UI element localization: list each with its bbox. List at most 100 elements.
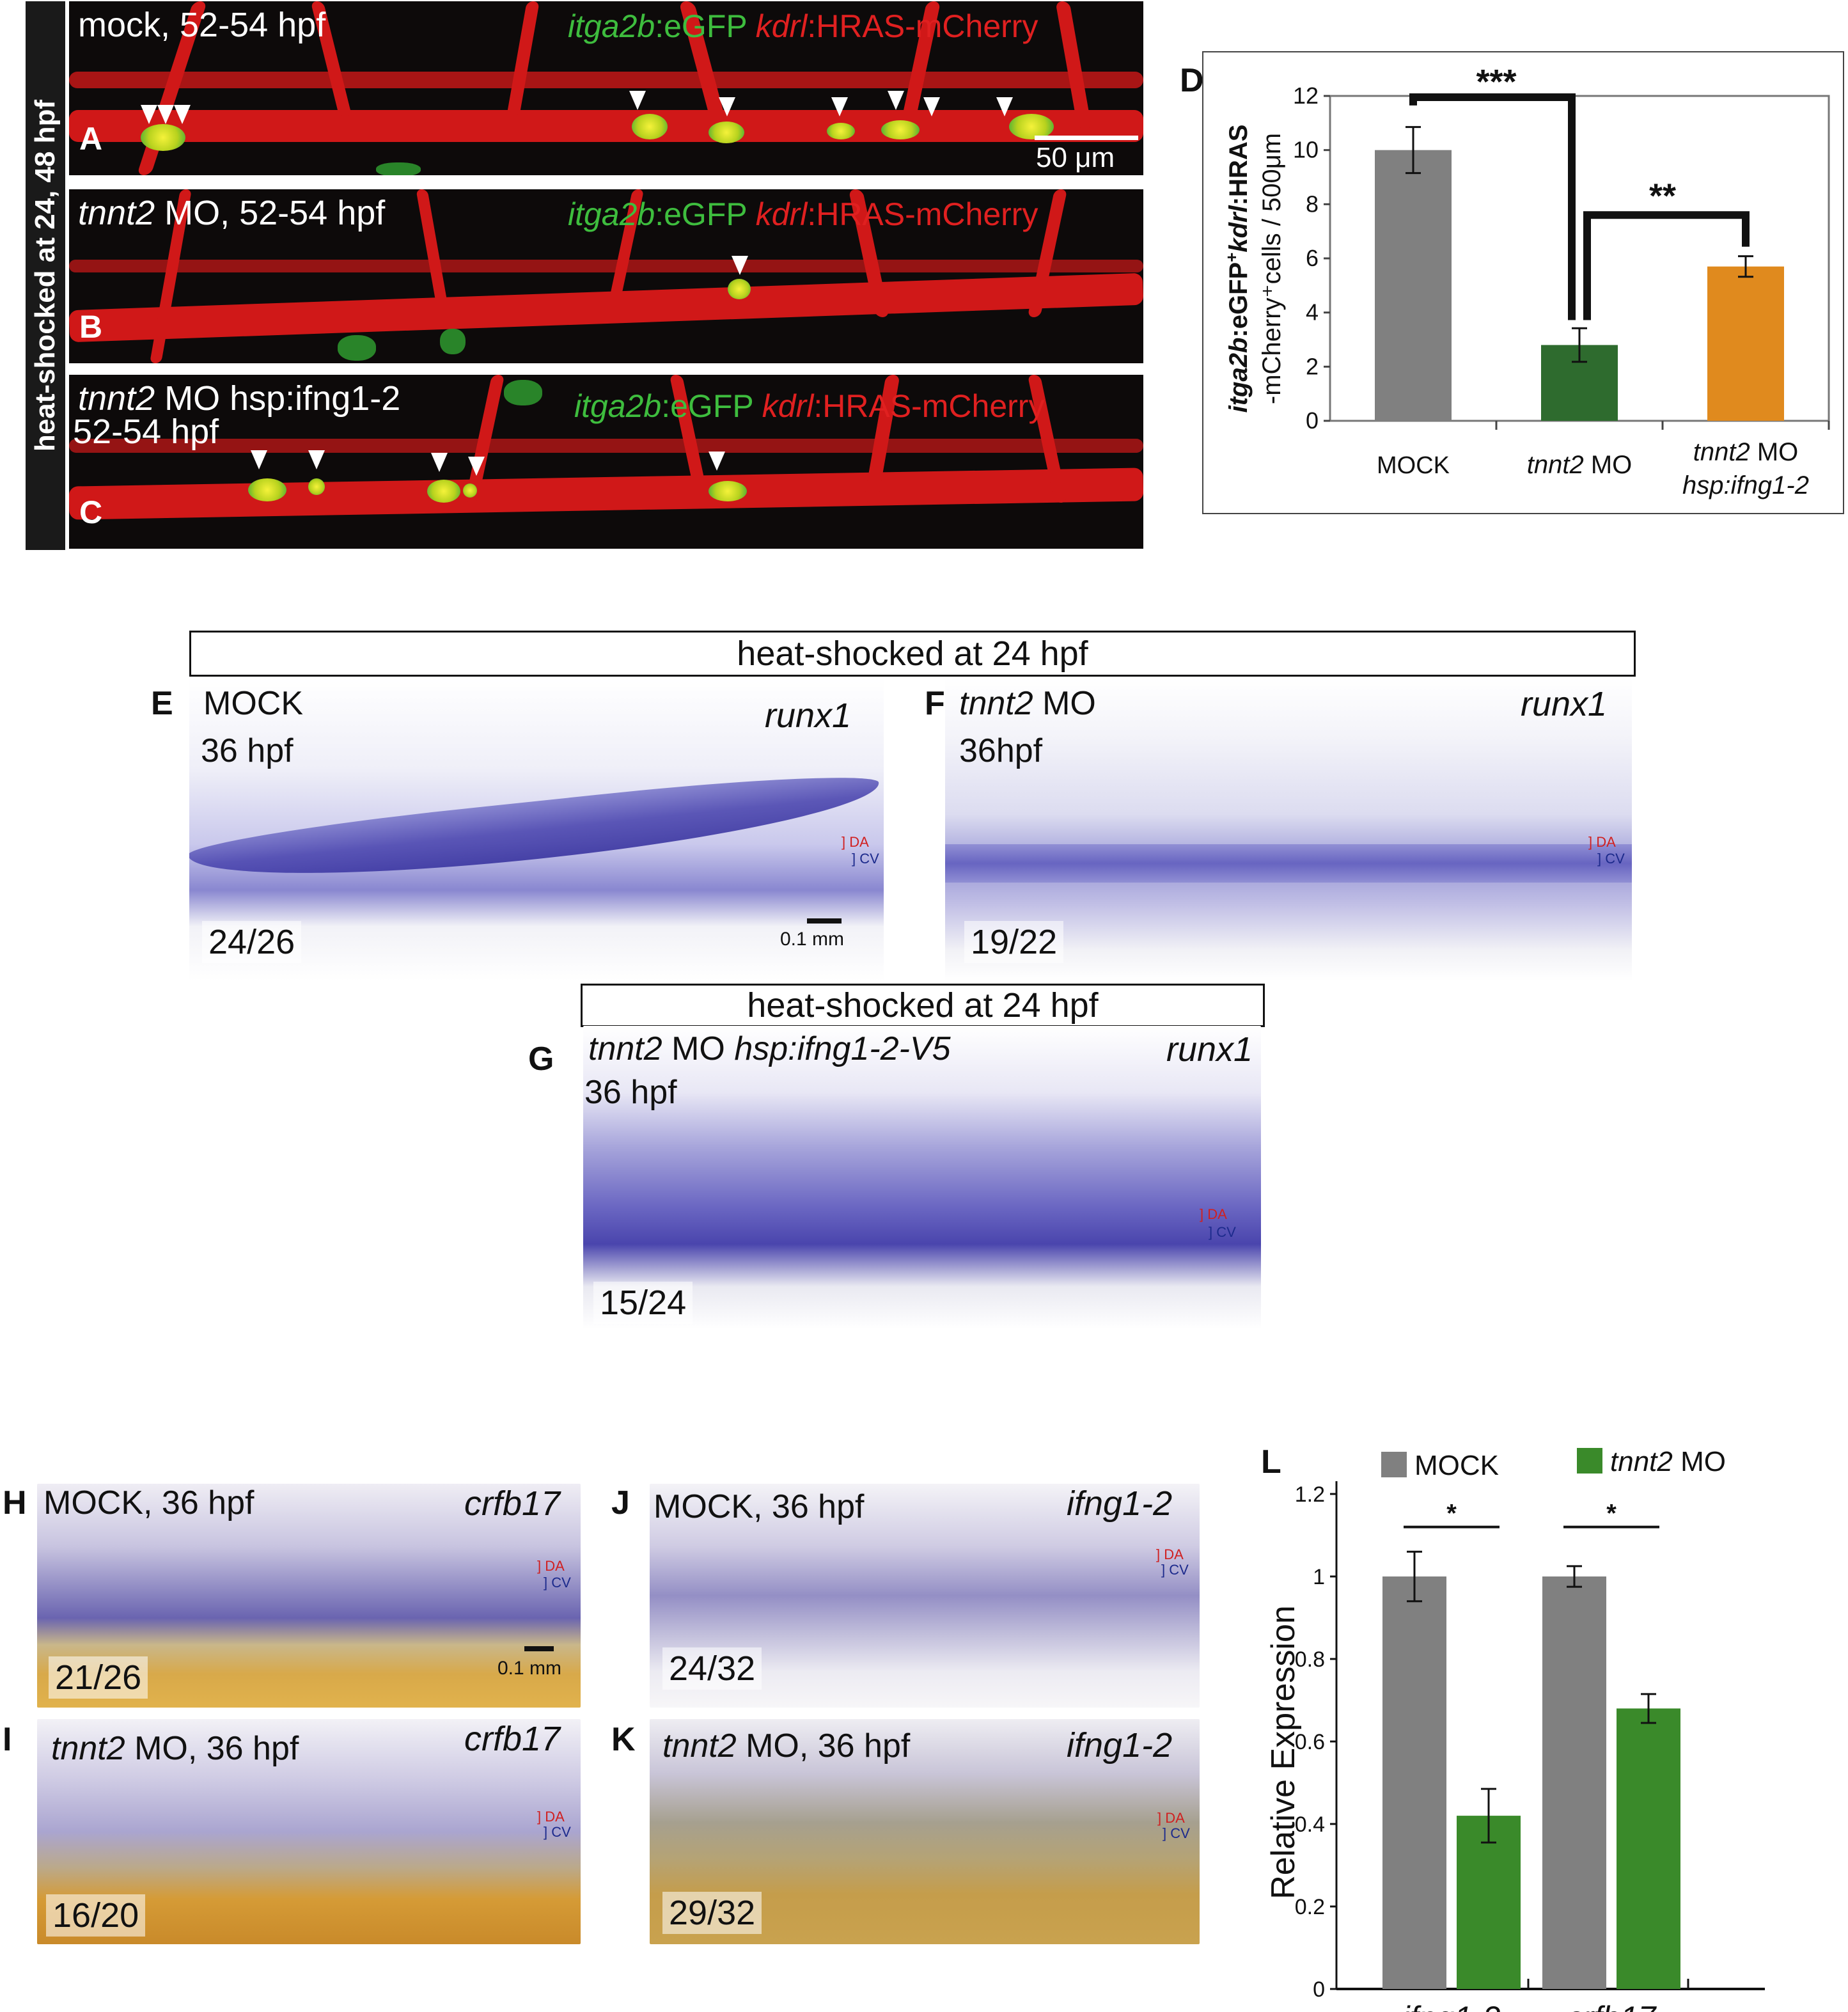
panel-f-image: tnnt2 MO 36hpf runx1 ] DA ] CV 19/22: [945, 678, 1632, 981]
chart-l-ytick-label: 1.2: [1295, 1482, 1325, 1507]
panel-c-title-line2: 52-54 hpf: [73, 413, 219, 451]
panel-c-letter: C: [79, 494, 103, 530]
chart-d-ytick-label: 8: [1306, 191, 1319, 217]
panel-h-title: MOCK, 36 hpf: [43, 1484, 254, 1521]
panel-a-image: mock, 52-54 hpf itga2b:eGFP kdrl:HRAS-mC…: [69, 1, 1143, 175]
panel-a-scale-label: 50 μm: [1036, 142, 1115, 173]
panel-j-gene: ifng1-2: [1067, 1484, 1173, 1523]
panel-c-channel-labels: itga2b:eGFP kdrl:HRAS-mCherry: [574, 388, 1045, 424]
panel-e-da-label: ] DA: [842, 834, 869, 850]
chart-d-sig-label: ***: [1476, 63, 1516, 101]
side-label-bar: heat-shocked at 24, 48 hpf: [26, 1, 65, 550]
panel-k-cv-label: ] CV: [1163, 1825, 1190, 1841]
panel-c-image: tnnt2 MO hsp:ifng1-2 52-54 hpf itga2b:eG…: [69, 375, 1143, 549]
panel-h-da-label: ] DA: [537, 1558, 565, 1574]
panel-e-letter: E: [151, 685, 173, 722]
panel-e-count: 24/26: [202, 921, 302, 963]
chart-l-bar-tnnt2-mo-crfb17: [1617, 1708, 1680, 1989]
panel-h-letter: H: [3, 1484, 27, 1521]
chart-d-sig-bracket: [1583, 211, 1750, 320]
panel-k-title: tnnt2 MO, 36 hpf: [662, 1727, 911, 1764]
panel-a-title: mock, 52-54 hpf: [78, 6, 326, 44]
chart-d-ytick-label: 10: [1293, 137, 1319, 163]
panel-i-gene: crfb17: [464, 1720, 561, 1758]
chart-d-sig-label: **: [1649, 177, 1676, 215]
panel-b-channel-labels: itga2b:eGFP kdrl:HRAS-mCherry: [568, 196, 1038, 232]
chart-l-bar-mock-ifng1-2: [1382, 1576, 1446, 1989]
heat-shock-banner-ef: heat-shocked at 24 hpf: [189, 631, 1636, 677]
panel-i-title: tnnt2 MO, 36 hpf: [51, 1730, 299, 1767]
panel-b-title: tnnt2 MO, 52-54 hpf: [78, 194, 386, 232]
chart-l-ytick-label: 0: [1313, 1977, 1325, 2002]
chart-l-ytick-label: 0.2: [1295, 1895, 1325, 1919]
panel-b-image: tnnt2 MO, 52-54 hpf itga2b:eGFP kdrl:HRA…: [69, 189, 1143, 363]
panel-h-gene: crfb17: [464, 1484, 561, 1523]
chart-d-sig-bracket: [1409, 93, 1576, 320]
panel-e-title: MOCK: [203, 685, 303, 722]
chart-d-xlabel-mock: MOCK: [1377, 452, 1450, 479]
panel-g-title: tnnt2 MO hsp:ifng1-2-V5: [588, 1030, 951, 1067]
panel-i-image: tnnt2 MO, 36 hpf crfb17 ] DA ] CV 16/20: [37, 1719, 581, 1944]
panel-g-image: tnnt2 MO hsp:ifng1-2-V5 36 hpf runx1 ] D…: [583, 1026, 1261, 1329]
chart-l-ytick-label: 0.6: [1295, 1730, 1325, 1754]
side-label: heat-shocked at 24, 48 hpf: [29, 99, 61, 452]
panel-b-letter: B: [79, 309, 103, 345]
panel-f-title: tnnt2 MO: [959, 685, 1096, 722]
panel-g-letter: G: [528, 1041, 554, 1078]
chart-l-sig-label: *: [1606, 1500, 1617, 1528]
panel-h-scale-bar: [524, 1646, 554, 1651]
panel-h-scale-label: 0.1 mm: [497, 1658, 562, 1679]
panel-g-count: 15/24: [593, 1282, 693, 1324]
panel-h-image: MOCK, 36 hpf crfb17 ] DA ] CV 21/26 0.1 …: [37, 1484, 581, 1708]
chart-l-bar-tnnt2-mo-ifng1-2: [1457, 1816, 1521, 1989]
chart-l-legend-label-tnnt2: tnnt2 MO: [1610, 1446, 1726, 1477]
panel-j-title: MOCK, 36 hpf: [654, 1488, 865, 1525]
panel-e-gene: runx1: [765, 696, 852, 735]
panel-i-da-label: ] DA: [537, 1809, 565, 1825]
panel-j-count: 24/32: [662, 1647, 762, 1690]
panel-j-letter: J: [611, 1484, 630, 1521]
chart-d-xlabel-tnnt2-mo: tnnt2 MO: [1527, 451, 1633, 479]
panel-j-da-label: ] DA: [1156, 1546, 1184, 1562]
chart-d-bar-tnnt2-mo-hsp-ifng1-2: [1707, 266, 1784, 421]
chart-d-ylabel-line2: -mCherry⁺cells / 500μm: [1258, 133, 1286, 404]
panel-k-letter: K: [611, 1721, 636, 1758]
panel-h-count: 21/26: [49, 1656, 148, 1699]
panel-f-letter: F: [925, 685, 945, 722]
panel-j-cv-label: ] CV: [1161, 1562, 1189, 1578]
chart-d-ytick-label: 0: [1306, 407, 1319, 434]
panel-f-cv-label: ] CV: [1597, 851, 1625, 867]
chart-l-legend-swatch-tnnt2: [1577, 1448, 1602, 1474]
chart-d-bar-mock: [1375, 150, 1452, 421]
panel-k-gene: ifng1-2: [1067, 1726, 1173, 1764]
panel-i-letter: I: [3, 1721, 12, 1758]
panel-g-stage: 36 hpf: [584, 1074, 677, 1111]
panel-e-cv-label: ] CV: [852, 851, 879, 867]
panel-k-count: 29/32: [662, 1892, 762, 1934]
panel-e-stage: 36 hpf: [201, 732, 294, 769]
panel-g-cv-label: ] CV: [1209, 1224, 1236, 1240]
chart-d-ytick-label: 12: [1293, 83, 1319, 109]
panel-f-count: 19/22: [964, 921, 1064, 963]
chart-l-ylabel: Relative Expression: [1265, 1605, 1302, 1899]
chart-d-xlabel-rescue-line1: tnnt2 MO: [1693, 438, 1799, 466]
panel-i-cv-label: ] CV: [544, 1824, 571, 1840]
panel-h-cv-label: ] CV: [544, 1575, 571, 1591]
panel-e-image: MOCK 36 hpf runx1 ] DA ] CV 24/26 0.1 mm: [189, 678, 884, 981]
chart-l-xlabel-ifng1-2: ifng1-2: [1403, 2000, 1501, 2012]
chart-d-ytick-label: 2: [1306, 353, 1319, 379]
chart-d: 0 2 4 6 8 10 12 MOCK tnnt2 MO tnnt2 MO hsp:ifng1-2…: [1222, 63, 1830, 499]
chart-l-ytick-label: 0.4: [1295, 1812, 1325, 1837]
panel-k-image: tnnt2 MO, 36 hpf ifng1-2 ] DA ] CV 29/32: [650, 1719, 1200, 1944]
panel-f-da-label: ] DA: [1588, 834, 1616, 850]
chart-l-bar-mock-crfb17: [1542, 1576, 1606, 1989]
panel-g-gene: runx1: [1166, 1030, 1253, 1069]
chart-l-ytick-label: 0.8: [1295, 1647, 1325, 1672]
panel-f-gene: runx1: [1521, 685, 1608, 723]
panel-g-da-label: ] DA: [1200, 1206, 1227, 1222]
panel-e-scale-bar: [807, 918, 842, 923]
chart-l-legend-label-mock: MOCK: [1414, 1450, 1499, 1481]
panel-j-image: MOCK, 36 hpf ifng1-2 ] DA ] CV 24/32: [650, 1484, 1200, 1708]
panel-f-stage: 36hpf: [959, 732, 1043, 769]
heat-shock-banner-g: heat-shocked at 24 hpf: [581, 984, 1265, 1027]
